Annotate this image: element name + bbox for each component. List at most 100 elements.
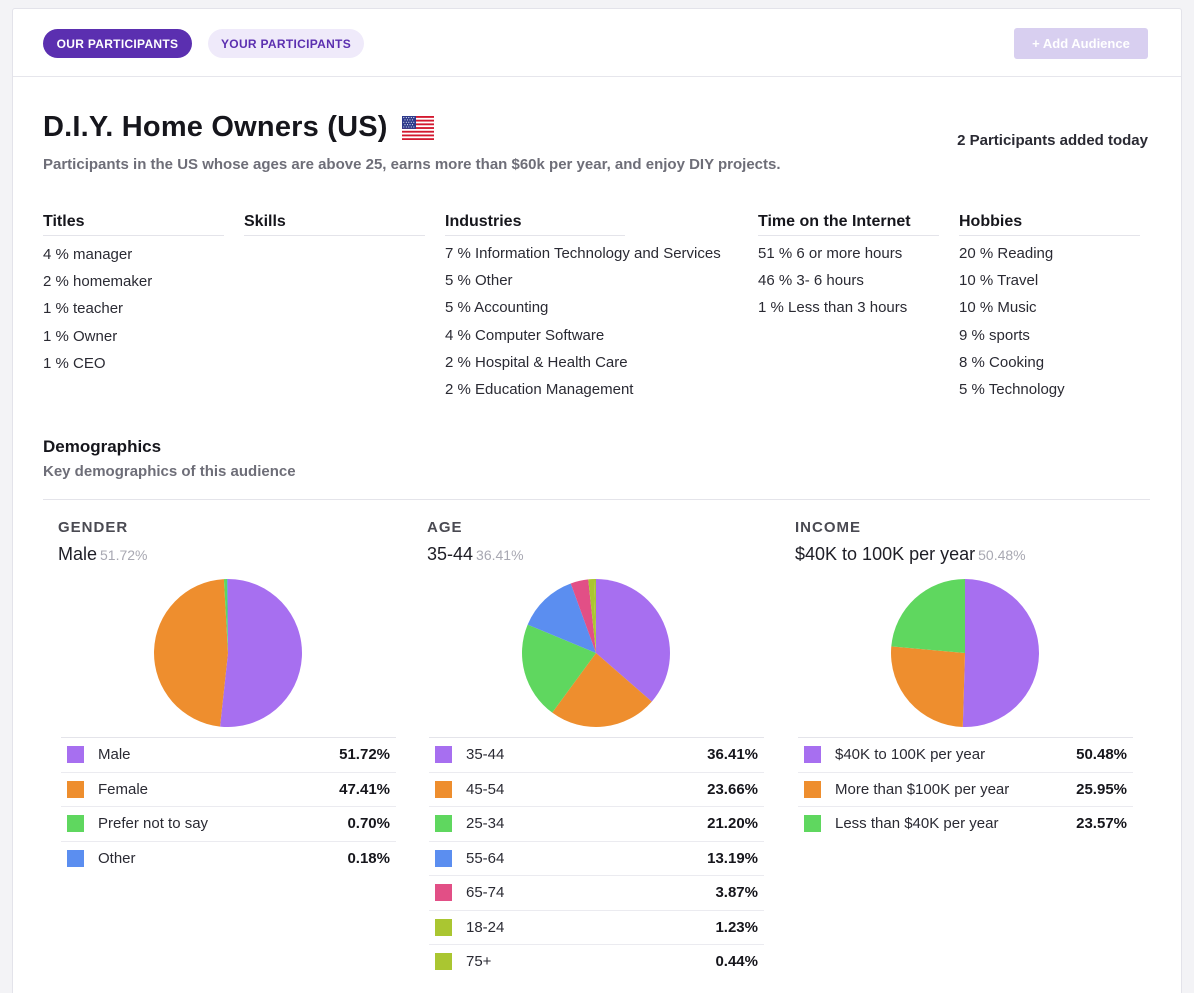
income-top-value: $40K to 100K per year 50.48% xyxy=(795,544,1131,565)
skills-column: Skills xyxy=(244,213,425,240)
legend-row: 75+ 0.44% xyxy=(429,944,764,979)
demographics-title: Demographics xyxy=(43,437,162,456)
legend-row: Prefer not to say 0.70% xyxy=(61,806,396,841)
legend-value: 0.18% xyxy=(347,849,390,867)
list-item: 5 % Technology xyxy=(959,381,1065,399)
list-item: 46 % 3- 6 hours xyxy=(758,272,864,290)
pie-slice-other xyxy=(227,579,228,653)
top-category: 35-44 xyxy=(427,544,474,564)
legend-value: 25.95% xyxy=(1076,780,1127,798)
industries-column: Industries 7 % Information Technology an… xyxy=(445,213,721,403)
pie-slice-18-24 xyxy=(588,579,596,653)
legend-label: Prefer not to say xyxy=(98,815,209,833)
list-item: 1 % Less than 3 hours xyxy=(758,299,908,317)
income-legend: $40K to 100K per year 50.48% More than $10… xyxy=(798,737,1133,841)
tab-your-participants[interactable]: YOUR PARTICIPANTS xyxy=(208,29,364,58)
age-top-value: 35-44 36.41% xyxy=(427,544,763,565)
list-item: 5 % Accounting xyxy=(445,299,549,317)
audience-description: Participants in the US whose ages are ab… xyxy=(43,156,781,173)
legend-row: $40K to 100K per year 50.48% xyxy=(798,737,1133,772)
legend-swatch xyxy=(67,815,84,833)
pie-slice-less-than-40k-per-year xyxy=(891,579,965,653)
hobbies-column: Hobbies 20 % Reading 10 % Travel 10 % Mu… xyxy=(959,213,1140,403)
legend-value: 1.23% xyxy=(715,918,758,936)
demographics-subtitle: Key demographics of this audience xyxy=(43,463,296,480)
legend-label: 65-74 xyxy=(466,884,505,902)
us-flag-icon xyxy=(401,115,434,140)
legend-label: 18-24 xyxy=(466,918,505,936)
legend-label: More than $100K per year xyxy=(835,780,1010,798)
pie-slice-more-than-100k-per-year xyxy=(891,646,965,727)
income-pie-chart xyxy=(891,579,1039,727)
skills-heading: Skills xyxy=(244,213,425,236)
top-percent: 50.48% xyxy=(978,547,1026,563)
pie-slice-75 xyxy=(593,579,596,653)
legend-value: 47.41% xyxy=(339,780,390,798)
legend-swatch xyxy=(67,849,84,867)
gender-label: GENDER xyxy=(58,519,129,536)
legend-label: 45-54 xyxy=(466,780,505,798)
add-audience-button[interactable]: + Add Audience xyxy=(1014,28,1148,59)
pie-slice-45-54 xyxy=(552,653,652,727)
title-row: D.I.Y. Home Owners (US) xyxy=(43,111,434,144)
list-item: 8 % Cooking xyxy=(959,353,1045,371)
list-item: 1 % teacher xyxy=(43,300,124,318)
list-item: 4 % manager xyxy=(43,246,133,263)
list-item: 4 % Computer Software xyxy=(445,326,605,344)
legend-label: $40K to 100K per year xyxy=(835,746,986,764)
legend-value: 0.70% xyxy=(347,815,390,833)
list-item: 10 % Music xyxy=(959,299,1037,317)
legend-value: 0.44% xyxy=(715,953,758,971)
list-item: 5 % Other xyxy=(445,272,513,290)
legend-swatch xyxy=(804,815,821,833)
titles-column: Titles 4 % manager 2 % homemaker 1 % tea… xyxy=(43,213,224,377)
legend-swatch xyxy=(804,780,821,798)
legend-swatch xyxy=(435,815,452,833)
legend-row: 35-44 36.41% xyxy=(429,737,764,772)
top-percent: 36.41% xyxy=(476,547,524,563)
legend-value: 51.72% xyxy=(339,746,390,764)
legend-row: Less than $40K per year 23.57% xyxy=(798,806,1133,841)
legend-row: 55-64 13.19% xyxy=(429,840,764,876)
age-pie-chart xyxy=(522,579,670,727)
legend-row: 45-54 23.66% xyxy=(429,771,764,807)
list-item: 2 % Hospital & Health Care xyxy=(445,353,628,371)
age-label: AGE xyxy=(427,519,463,536)
legend-swatch xyxy=(435,953,452,971)
legend-label: Male xyxy=(98,746,131,764)
list-item: 2 % Education Management xyxy=(445,381,634,399)
legend-label: 75+ xyxy=(466,953,492,971)
legend-row: 65-74 3.87% xyxy=(429,875,764,910)
legend-swatch xyxy=(67,780,84,798)
income-panel: INCOME $40K to 100K per year 50.48% xyxy=(795,519,1131,565)
list-item: 9 % sports xyxy=(959,326,1030,344)
legend-swatch xyxy=(67,746,84,764)
pie-slice-35-44 xyxy=(596,579,670,702)
legend-row: More than $100K per year 25.95% xyxy=(798,771,1133,807)
time-on-internet-column: Time on the Internet 51 % 6 or more hour… xyxy=(758,213,939,322)
legend-swatch xyxy=(435,918,452,936)
income-label: INCOME xyxy=(795,519,861,536)
legend-row: Female 47.41% xyxy=(61,771,396,807)
legend-swatch xyxy=(435,746,452,764)
legend-row: 18-24 1.23% xyxy=(429,909,764,945)
legend-value: 23.66% xyxy=(707,780,758,798)
top-percent: 51.72% xyxy=(100,547,148,563)
titles-heading: Titles xyxy=(43,213,224,236)
legend-value: 3.87% xyxy=(715,884,758,902)
list-item: 51 % 6 or more hours xyxy=(758,245,903,262)
legend-row: Other 0.18% xyxy=(61,840,396,876)
age-panel: AGE 35-44 36.41% xyxy=(427,519,763,565)
hobbies-heading: Hobbies xyxy=(959,213,1140,236)
list-item: 10 % Travel xyxy=(959,272,1039,290)
legend-value: 21.20% xyxy=(707,815,758,833)
legend-label: Female xyxy=(98,780,149,798)
legend-label: 35-44 xyxy=(466,746,505,764)
pie-slice-55-64 xyxy=(527,583,596,653)
legend-swatch xyxy=(435,780,452,798)
legend-swatch xyxy=(804,746,821,764)
list-item: 1 % CEO xyxy=(43,354,106,372)
tab-our-participants[interactable]: OUR PARTICIPANTS xyxy=(43,29,192,58)
legend-row: 25-34 21.20% xyxy=(429,806,764,841)
gender-legend: Male 51.72% Female 47.41% Prefer not to say 0… xyxy=(61,737,396,875)
